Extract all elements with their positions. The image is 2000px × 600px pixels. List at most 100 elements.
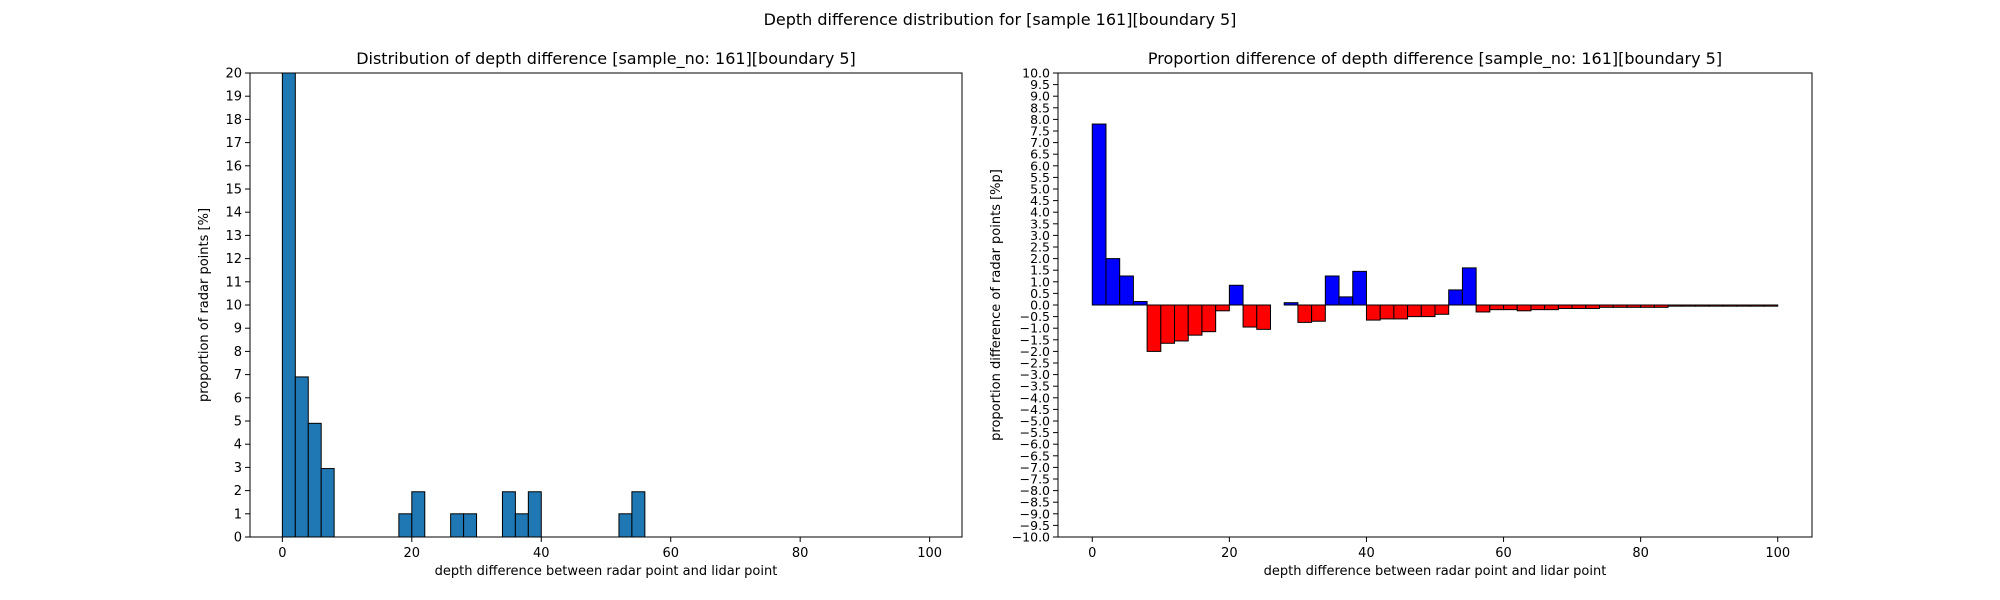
distribution-bar (281, 72, 296, 538)
proportion-difference-bar (1132, 301, 1148, 306)
distribution-y-tick-label: 8 (234, 345, 242, 360)
proportion-difference-bar (1393, 304, 1409, 320)
proportion-difference-y-tick-label: −7.0 (1020, 460, 1050, 475)
proportion-difference-y-tick-label: 9.0 (1030, 89, 1050, 104)
distribution-bars (281, 72, 646, 538)
proportion-difference-y-tick-label: −6.5 (1020, 448, 1050, 463)
proportion-difference-bar (1557, 304, 1573, 309)
distribution-y-tick-label: 1 (234, 507, 242, 522)
proportion-difference-bar (1503, 304, 1518, 311)
distribution-y-tick-label: 15 (225, 183, 242, 198)
proportion-difference-bar (1763, 304, 1779, 307)
proportion-difference-bar (1708, 304, 1724, 307)
distribution-bar (398, 513, 413, 538)
distribution-y-tick-label: 11 (225, 275, 242, 290)
distribution-y-tick-label: 13 (225, 229, 242, 244)
distribution-x-tick-label: 100 (917, 546, 942, 561)
proportion-difference-bar (1681, 304, 1696, 307)
proportion-difference-chart: 0 20 40 60 80 100 10.09.59.08.58.07.57.06.56.0… (989, 49, 1813, 579)
proportion-difference-bar (1160, 304, 1176, 344)
proportion-difference-bar (1475, 304, 1491, 313)
proportion-difference-bar (1187, 304, 1203, 336)
distribution-y-tick-label: 7 (234, 368, 242, 383)
distribution-bar (514, 513, 529, 538)
proportion-difference-y-tick-label: 9.5 (1030, 77, 1050, 92)
proportion-difference-x-tick-label: 100 (1765, 546, 1790, 561)
proportion-difference-bar (1311, 304, 1326, 322)
proportion-difference-bar (1722, 304, 1738, 307)
proportion-difference-bar (1379, 304, 1395, 320)
proportion-difference-y-tick-label: 4.5 (1030, 193, 1050, 208)
proportion-difference-y-tick-label: 4.0 (1030, 205, 1050, 220)
distribution-y-tick-label: 18 (225, 113, 242, 128)
proportion-difference-x-tick-label: 60 (1495, 546, 1512, 561)
proportion-difference-y-tick-label: 3.0 (1030, 228, 1050, 243)
proportion-difference-bar (1091, 123, 1107, 306)
distribution-bar (618, 513, 633, 538)
proportion-difference-y-axis-label: proportion difference of radar points [%… (989, 169, 1004, 441)
proportion-difference-y-tick-label: −0.5 (1020, 309, 1050, 324)
proportion-difference-y-tick-label: 8.5 (1030, 100, 1050, 115)
distribution-y-tick-label: 3 (234, 461, 242, 476)
distribution-title: Distribution of depth difference [sample… (356, 49, 856, 69)
proportion-difference-y-tick-label: 10.0 (1022, 66, 1050, 81)
distribution-y-tick-label: 0 (234, 531, 242, 546)
proportion-difference-y-tick-label: −2.0 (1020, 344, 1050, 359)
proportion-difference-bar (1242, 304, 1258, 328)
distribution-y-tick-label: 14 (225, 206, 242, 221)
distribution-x-tick-label: 20 (404, 546, 421, 561)
proportion-difference-y-tick-label: 7.5 (1030, 124, 1050, 139)
proportion-difference-y-tick-label: −5.0 (1020, 414, 1050, 429)
proportion-difference-bar (1174, 304, 1189, 342)
distribution-bar (631, 491, 646, 538)
proportion-difference-bar (1448, 289, 1463, 306)
proportion-difference-y-tick-label: 0.5 (1030, 286, 1050, 301)
proportion-difference-bar (1324, 275, 1340, 306)
proportion-difference-y-tick-label: 2.0 (1030, 251, 1050, 266)
proportion-difference-bar (1626, 304, 1642, 308)
proportion-difference-x-tick-label: 20 (1221, 546, 1238, 561)
proportion-difference-bar (1434, 304, 1450, 315)
proportion-difference-bar (1215, 304, 1230, 312)
proportion-difference-bar (1201, 304, 1217, 333)
distribution-y-tick-label: 6 (234, 391, 242, 406)
proportion-difference-x-axis-label: depth difference between radar point and… (1264, 564, 1607, 579)
proportion-difference-y-tick-label: −1.0 (1020, 321, 1050, 336)
proportion-difference-bar (1146, 304, 1162, 352)
proportion-difference-bar (1640, 304, 1655, 308)
distribution-y-tick-label: 19 (225, 90, 242, 105)
distribution-y-tick-label: 10 (225, 299, 242, 314)
distribution-bar (463, 513, 478, 538)
distribution-bar (527, 491, 542, 538)
proportion-difference-x-tick-label: 0 (1088, 546, 1096, 561)
proportion-difference-bars (1091, 123, 1779, 352)
proportion-difference-y-tick-label: −9.0 (1020, 506, 1050, 521)
proportion-difference-bar (1256, 304, 1271, 330)
distribution-y-tick-label: 4 (234, 438, 242, 453)
proportion-difference-y-tick-label: 2.5 (1030, 240, 1050, 255)
proportion-difference-bar (1119, 275, 1134, 306)
distribution-ticks: 0 20 40 60 80 1000123456789101112131415161718… (225, 67, 942, 562)
distribution-y-tick-label: 2 (234, 484, 242, 499)
proportion-difference-bar (1407, 304, 1422, 318)
proportion-difference-bar (1338, 296, 1354, 306)
proportion-difference-y-tick-label: 5.0 (1030, 182, 1050, 197)
proportion-difference-ticks: 0 20 40 60 80 100 10.09.59.08.58.07.57.06.56.0… (1012, 66, 1790, 562)
proportion-difference-bar (1228, 284, 1244, 306)
proportion-difference-x-tick-label: 80 (1632, 546, 1649, 561)
proportion-difference-y-tick-label: −7.5 (1020, 472, 1050, 487)
proportion-difference-bar (1461, 267, 1477, 306)
distribution-bar (411, 491, 426, 538)
distribution-bar (294, 376, 309, 538)
proportion-difference-bar (1667, 304, 1683, 307)
proportion-difference-x-tick-label: 40 (1358, 546, 1375, 561)
distribution-y-tick-label: 9 (234, 322, 242, 337)
proportion-difference-bar (1749, 304, 1765, 307)
distribution-x-tick-label: 0 (278, 546, 286, 561)
distribution-y-tick-label: 5 (234, 415, 242, 430)
proportion-difference-bar (1530, 304, 1546, 311)
distribution-y-axis-label: proportion of radar points [%] (197, 208, 212, 402)
proportion-difference-y-tick-label: 8.0 (1030, 112, 1050, 127)
figure-title: Depth difference distribution for [sampl… (764, 10, 1237, 29)
